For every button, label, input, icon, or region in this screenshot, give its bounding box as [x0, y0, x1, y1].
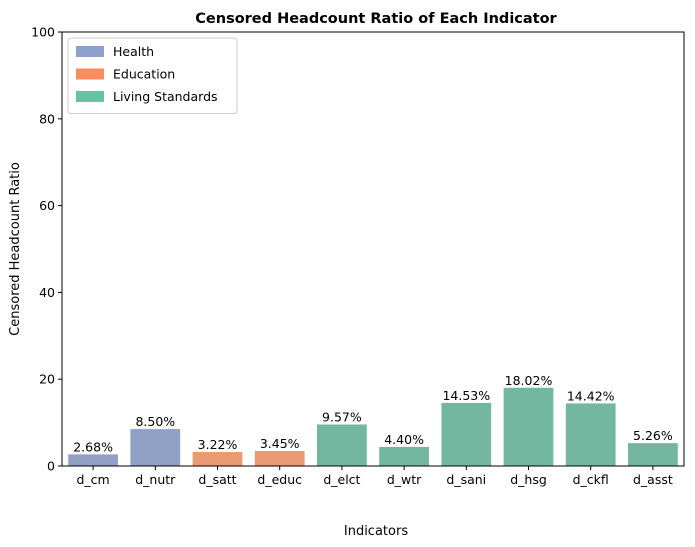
legend-swatch-health [76, 46, 104, 57]
data-label-d_asst: 5.26% [633, 428, 673, 443]
y-tick-label: 40 [39, 285, 55, 300]
bar-d_asst [628, 443, 678, 466]
bar-d_educ [254, 451, 305, 466]
bar-d_cm [68, 454, 118, 466]
x-axis-title: Indicators [344, 524, 408, 539]
plot-frame [61, 31, 685, 467]
bar-d_nutr [130, 429, 181, 466]
x-tick-label-d_hsg: d_hsg [510, 472, 547, 487]
bar-d_sani [441, 402, 492, 466]
chart-title: Censored Headcount Ratio of Each Indicat… [195, 11, 557, 27]
legend-label: Education [113, 67, 175, 82]
data-label-d_cm: 2.68% [73, 439, 113, 454]
y-tick-label: 80 [39, 111, 55, 126]
legend-swatch-living-standards [76, 91, 104, 102]
data-label-d_elct: 9.57% [322, 409, 362, 424]
data-label-d_ckfl: 14.42% [567, 388, 615, 403]
data-label-d_wtr: 4.40% [384, 432, 424, 447]
y-tick-label: 20 [39, 372, 55, 387]
y-tick-label: 0 [47, 459, 55, 474]
data-label-d_hsg: 18.02% [505, 373, 553, 388]
data-labels-layer: 2.68% 8.50% 3.22% 3.45% 9.57% 4.40% 14.53% 18.0… [73, 373, 673, 455]
x-tick-label-d_elct: d_elct [323, 472, 360, 487]
y-tick-label: 60 [39, 198, 55, 213]
legend-label: Living Standards [113, 89, 218, 104]
legend-box [67, 37, 238, 114]
x-tick-label-d_cm: d_cm [76, 472, 109, 487]
data-label-d_nutr: 8.50% [135, 414, 175, 429]
legend: Health Education Living Standards [67, 37, 238, 114]
x-tick-label-d_asst: d_asst [633, 472, 673, 487]
x-tick-label-d_sani: d_sani [446, 472, 486, 487]
bar-d_hsg [503, 387, 554, 466]
bars-layer [68, 387, 678, 466]
bar-d_ckfl [565, 403, 616, 466]
bar-d_wtr [379, 446, 429, 466]
x-tick-label-d_nutr: d_nutr [135, 472, 176, 487]
x-tick-label-d_educ: d_educ [257, 472, 302, 487]
x-tick-label-d_satt: d_satt [198, 472, 236, 487]
bar-d_elct [317, 424, 367, 466]
axes-layer: 0 20 40 60 80 100 d_cm d_nutr d_satt d_educ d_elct… [31, 25, 685, 487]
y-tick-label: 100 [31, 25, 55, 40]
data-label-d_sani: 14.53% [442, 388, 490, 403]
bar-d_satt [192, 452, 243, 466]
x-tick-label-d_ckfl: d_ckfl [573, 472, 609, 487]
y-axis-title: Censored Headcount Ratio [8, 162, 23, 336]
data-label-d_satt: 3.22% [198, 437, 238, 452]
legend-swatch-education [76, 68, 104, 80]
data-label-d_educ: 3.45% [260, 436, 300, 451]
legend-label: Health [113, 44, 154, 59]
x-tick-label-d_wtr: d_wtr [387, 472, 422, 487]
